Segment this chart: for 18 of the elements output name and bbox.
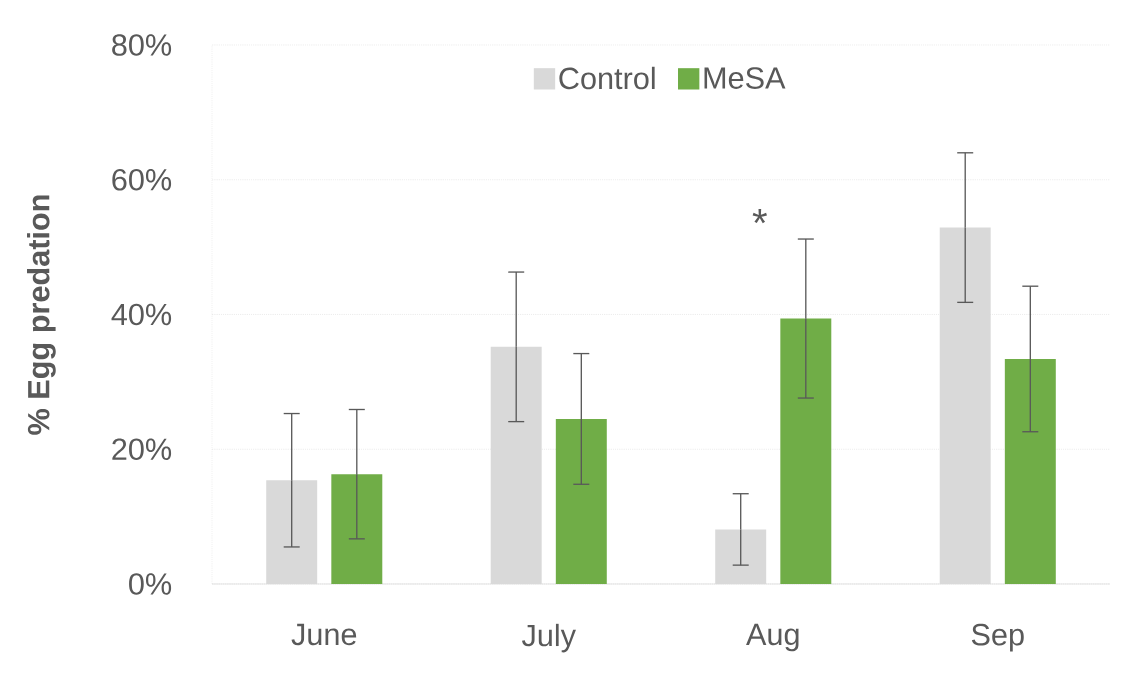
x-tick-label: June	[291, 623, 357, 646]
annotation: *	[752, 209, 767, 224]
x-tick-label: July	[521, 623, 576, 653]
y-tick-label: 40%	[111, 303, 172, 326]
y-tick-label: 0%	[129, 573, 172, 595]
y-axis-title: % Egg predation	[27, 195, 56, 435]
legend-label: MeSA	[704, 67, 786, 89]
legend-label: Control	[559, 66, 655, 90]
bar	[780, 318, 832, 584]
bar	[555, 418, 607, 584]
bar	[490, 346, 542, 584]
x-tick-label: Aug	[746, 623, 799, 652]
bar	[939, 227, 991, 584]
y-tick-label: 20%	[112, 438, 172, 461]
y-tick-label: 80%	[112, 34, 172, 56]
bar	[1004, 358, 1056, 584]
y-tick-label: 60%	[112, 168, 172, 191]
x-tick-label: Sep	[971, 623, 1024, 652]
